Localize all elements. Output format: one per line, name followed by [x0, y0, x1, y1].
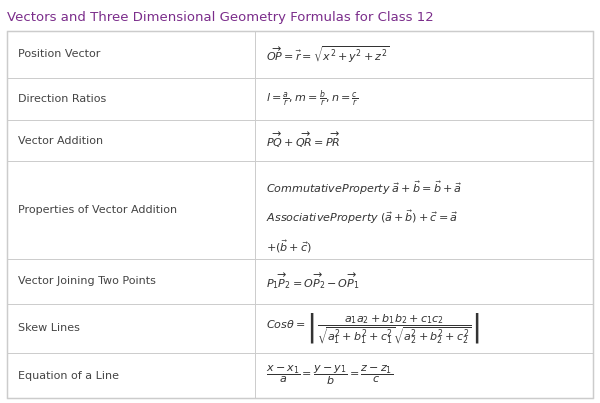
Text: Position Vector: Position Vector	[18, 50, 100, 59]
Text: $\overrightarrow{P_1P_2} = \overrightarrow{OP_2} - \overrightarrow{OP_1}$: $\overrightarrow{P_1P_2} = \overrightarr…	[266, 272, 359, 291]
Text: Properties of Vector Addition: Properties of Vector Addition	[18, 205, 177, 215]
Text: Vector Addition: Vector Addition	[18, 136, 103, 145]
Text: $\dfrac{x-x_1}{a} = \dfrac{y-y_1}{b} = \dfrac{z-z_1}{c}$: $\dfrac{x-x_1}{a} = \dfrac{y-y_1}{b} = \…	[266, 364, 393, 387]
Text: $\mathit{CommutativeProperty}\; \vec{a} + \vec{b} = \vec{b} + \vec{a}$: $\mathit{CommutativeProperty}\; \vec{a} …	[266, 179, 462, 197]
Text: $\mathit{AssociativeProperty}\; (\vec{a} + \vec{b}) + \vec{c} = \vec{a}$: $\mathit{AssociativeProperty}\; (\vec{a}…	[266, 208, 458, 226]
FancyBboxPatch shape	[7, 31, 593, 398]
Text: Direction Ratios: Direction Ratios	[18, 94, 106, 104]
Text: Vectors and Three Dimensional Geometry Formulas for Class 12: Vectors and Three Dimensional Geometry F…	[7, 11, 434, 24]
Text: Vector Joining Two Points: Vector Joining Two Points	[18, 276, 156, 287]
Text: $l = \frac{a}{r}, m = \frac{b}{r}, n = \frac{c}{r}$: $l = \frac{a}{r}, m = \frac{b}{r}, n = \…	[266, 89, 358, 109]
Text: Skew Lines: Skew Lines	[18, 324, 80, 333]
Text: $\overrightarrow{OP} = \vec{r} = \sqrt{x^2 + y^2 + z^2}$: $\overrightarrow{OP} = \vec{r} = \sqrt{x…	[266, 44, 389, 64]
Text: $\mathit{Cos}\theta = \left|\dfrac{a_1a_2+b_1b_2+c_1c_2}{\sqrt{a_1^2+b_1^2+c_1^2: $\mathit{Cos}\theta = \left|\dfrac{a_1a_…	[266, 311, 479, 346]
Text: $\overrightarrow{PQ} + \overrightarrow{QR} = \overrightarrow{PR}$: $\overrightarrow{PQ} + \overrightarrow{Q…	[266, 131, 340, 150]
Text: Equation of a Line: Equation of a Line	[18, 370, 119, 380]
Text: $+ (\vec{b} + \vec{c})$: $+ (\vec{b} + \vec{c})$	[266, 239, 312, 255]
